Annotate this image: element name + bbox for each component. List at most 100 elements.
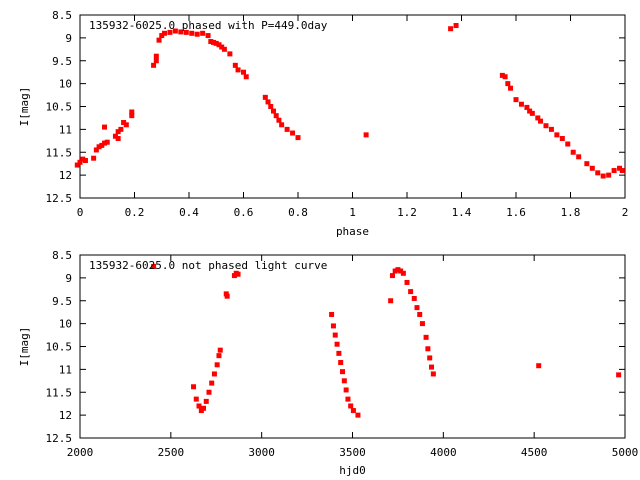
data-point — [216, 42, 222, 48]
data-point — [268, 104, 274, 109]
data-point — [227, 51, 233, 57]
data-points-phased — [74, 23, 625, 179]
data-point — [363, 132, 369, 138]
x-tick-label: 2500 — [158, 446, 185, 459]
data-point — [543, 123, 549, 129]
data-point — [211, 371, 217, 377]
y-tick-label: 11 — [59, 363, 72, 376]
data-point — [388, 298, 394, 304]
data-point — [554, 132, 560, 138]
data-point — [502, 74, 508, 80]
data-point — [172, 28, 178, 34]
data-point — [395, 267, 401, 273]
data-point — [348, 403, 354, 409]
data-point — [529, 110, 535, 116]
data-point — [153, 53, 159, 59]
data-point — [205, 33, 211, 39]
data-point — [221, 46, 227, 52]
data-point — [214, 362, 220, 368]
data-point — [584, 161, 590, 167]
data-point — [404, 279, 410, 285]
data-point — [505, 81, 511, 87]
data-point — [570, 149, 576, 155]
data-point — [211, 39, 217, 45]
data-point — [183, 29, 189, 35]
data-point — [74, 162, 80, 168]
y-tick-label: 9 — [65, 272, 72, 285]
data-point — [411, 295, 417, 301]
data-point — [115, 136, 121, 142]
data-point — [336, 350, 342, 356]
data-point — [576, 154, 582, 160]
x-tick-label: 5000 — [612, 446, 639, 459]
data-point — [392, 268, 398, 274]
data-point — [400, 270, 406, 276]
x-tick-label: 0.8 — [288, 206, 308, 219]
data-point — [617, 165, 623, 171]
data-point — [213, 40, 219, 46]
x-tick-label: 0 — [77, 206, 84, 219]
y-tick-label: 11.5 — [46, 386, 73, 399]
data-point — [153, 58, 159, 64]
data-point — [167, 29, 173, 35]
data-point — [536, 363, 542, 369]
data-point — [129, 113, 135, 119]
x-tick-label: 1.4 — [452, 206, 472, 219]
data-point — [209, 380, 215, 386]
data-point — [616, 372, 622, 378]
data-point — [191, 384, 197, 390]
data-point — [417, 311, 423, 317]
data-point — [290, 130, 296, 136]
data-point — [129, 109, 135, 115]
y-tick-label: 8.5 — [52, 249, 72, 262]
y-tick-label: 8.5 — [52, 9, 72, 22]
y-tick-label: 12 — [59, 409, 72, 422]
data-point — [430, 371, 436, 377]
data-point — [499, 72, 505, 78]
data-point — [194, 31, 200, 37]
data-point — [341, 378, 347, 384]
data-point — [115, 129, 121, 135]
data-point — [345, 396, 351, 402]
data-point — [201, 405, 207, 411]
y-tick-label: 12.5 — [46, 192, 73, 205]
data-point — [340, 369, 346, 375]
data-point — [600, 173, 606, 179]
y-tick-label: 9.5 — [52, 295, 72, 308]
phased-light-curve-panel: 0 0.2 0.4 0.6 0.8 1 1.2 1.4 1.6 1.8 2 8.5 9 9.5 10 10.… — [18, 9, 628, 238]
data-point — [276, 117, 282, 123]
x-tick-label: 4000 — [430, 446, 457, 459]
data-point — [82, 157, 88, 163]
data-point — [524, 104, 530, 110]
data-point — [99, 142, 105, 148]
data-point — [121, 120, 127, 126]
data-point — [102, 140, 108, 146]
data-point — [429, 364, 435, 370]
data-point — [334, 341, 340, 347]
x-tick-label: 3000 — [248, 446, 275, 459]
data-point — [350, 408, 356, 414]
data-point — [178, 29, 184, 35]
data-point — [273, 113, 279, 119]
data-point — [224, 293, 230, 299]
y-tick-label: 10.5 — [46, 341, 73, 354]
data-point — [425, 346, 431, 352]
chart-title-phased: 135932-6025.0 phased with P=449.0day — [89, 19, 328, 32]
data-point — [548, 126, 554, 132]
x-axis-label-unphased: hjd0 — [339, 464, 366, 477]
data-point — [208, 39, 214, 45]
data-point — [235, 67, 241, 73]
data-point — [448, 26, 454, 32]
data-point — [270, 108, 276, 114]
x-ticks-phased: 0 0.2 0.4 0.6 0.8 1 1.2 1.4 1.6 1.8 2 — [77, 15, 628, 219]
data-point — [453, 23, 459, 29]
data-point — [216, 353, 222, 359]
x-tick-label: 0.2 — [125, 206, 145, 219]
data-point — [565, 141, 571, 147]
x-axis-label-phased: phase — [336, 225, 369, 238]
data-point — [193, 396, 199, 402]
y-tick-label: 10 — [59, 78, 72, 91]
y-tick-label: 11 — [59, 123, 72, 136]
data-point — [338, 360, 344, 366]
